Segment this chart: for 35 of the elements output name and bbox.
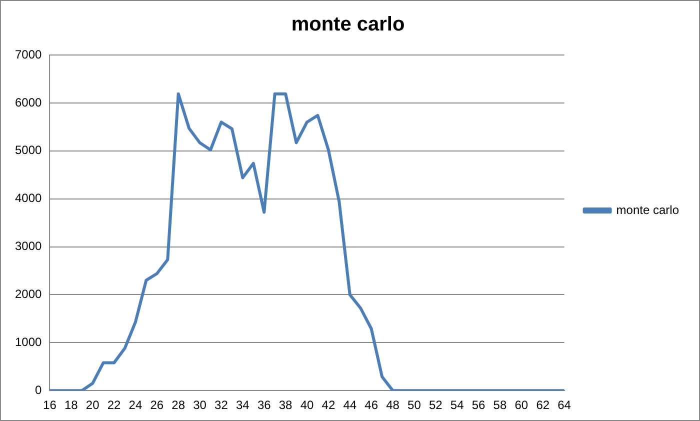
x-tick-label: 16 (43, 398, 57, 412)
x-tick-label: 24 (128, 398, 142, 412)
x-tick-label: 60 (514, 398, 528, 412)
x-tick-label: 48 (386, 398, 400, 412)
x-tick-label: 28 (172, 398, 186, 412)
y-tick-label: 2000 (14, 287, 42, 302)
x-tick-label: 50 (408, 398, 422, 412)
x-tick-label: 26 (150, 398, 164, 412)
x-tick-label: 46 (364, 398, 378, 412)
x-tick-label: 38 (278, 398, 293, 412)
x-tick-label: 62 (536, 398, 550, 412)
x-tick-label: 30 (193, 398, 207, 412)
x-tick-label: 64 (558, 398, 572, 412)
y-tick-label: 7000 (14, 47, 42, 62)
x-tick-label: 52 (428, 398, 443, 412)
x-tick-label: 58 (493, 398, 507, 412)
y-tick-label: 4000 (14, 191, 42, 206)
x-tick-label: 42 (322, 398, 336, 412)
x-tick-label: 34 (236, 398, 250, 412)
x-tick-label: 22 (107, 398, 122, 412)
y-tick-label: 5000 (14, 143, 42, 158)
chart-title: monte carlo (291, 14, 405, 36)
x-tick-label: 20 (86, 398, 100, 412)
x-tick-label: 18 (64, 398, 78, 412)
y-tick-label: 0 (35, 382, 42, 397)
x-tick-label: 40 (300, 398, 314, 412)
legend-label: monte carlo (616, 202, 680, 217)
x-tick-label: 32 (214, 398, 228, 412)
x-tick-label: 36 (257, 398, 272, 412)
y-tick-label: 1000 (14, 334, 42, 349)
x-tick-label: 54 (450, 398, 464, 412)
y-tick-label: 3000 (14, 239, 42, 254)
y-tick-label: 6000 (14, 95, 42, 110)
x-tick-label: 56 (472, 398, 486, 412)
x-tick-label: 44 (343, 398, 357, 412)
